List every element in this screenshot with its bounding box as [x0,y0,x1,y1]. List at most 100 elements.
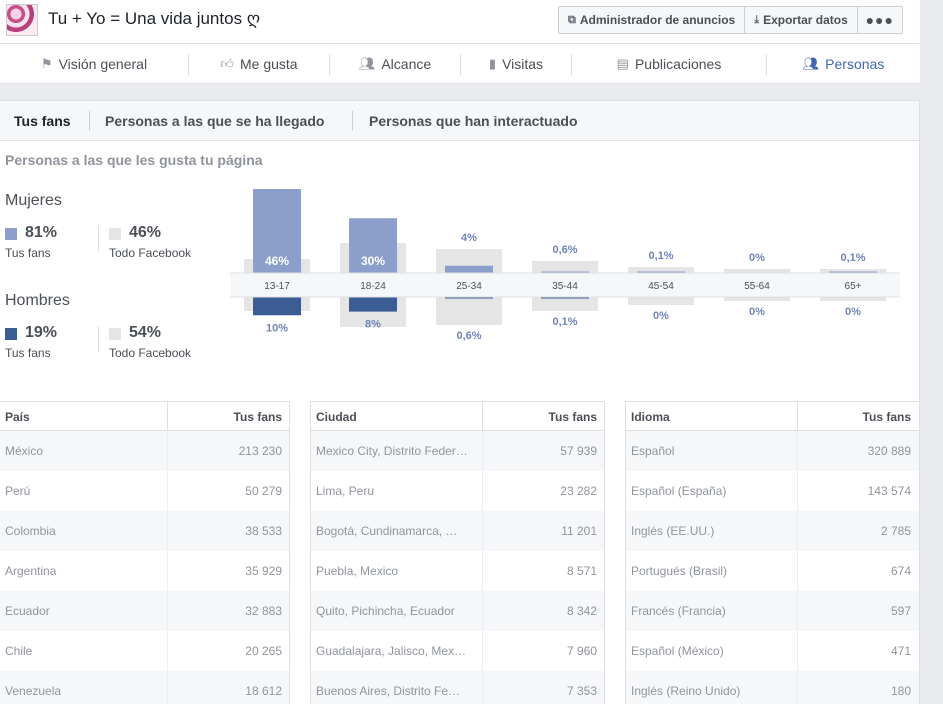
table-header: Ciudad Tus fans [311,401,605,432]
row-label: Colombia [5,524,56,538]
column-divider [797,591,798,631]
men-fans-bar [253,297,301,316]
age-tick-label: 25-34 [456,281,482,292]
table-row: Mexico City, Distrito Feder… 57 939 [311,431,605,471]
men-facebook-swatch [109,328,121,340]
table-row: Quito, Pichincha, Ecuador 8 342 [311,591,605,631]
women-facebook-pct: 46% [129,224,162,241]
table-row: Argentina 35 929 [0,551,290,591]
ads-manager-label: Administrador de anuncios [579,13,736,27]
tab-reach[interactable]: 👥︎ Alcance [330,44,460,84]
column-divider [167,631,168,671]
export-data-button[interactable]: ⤓ Exportar datos [745,7,858,33]
export-data-label: Exportar datos [763,13,848,27]
tab-likes[interactable]: 👍︎ Me gusta [189,44,329,84]
row-label: Español (México) [631,644,724,658]
subtab-people-reached[interactable]: Personas a las que se ha llegado [105,113,325,129]
thumbs-up-icon: 👍︎ [220,56,234,71]
more-dots-icon: ●●● [865,12,894,28]
tab-people[interactable]: 👥︎ Personas [767,44,920,84]
age-tick-label: 13-17 [264,281,290,292]
men-fans-swatch [5,328,17,340]
column-divider [167,591,168,631]
men-fans-bar [541,297,589,299]
country-table: País Tus fans México 213 230 Perú 50 279 Colom… [0,401,290,704]
table-row: Francés (Francia) 597 [626,591,919,631]
column-divider [482,402,483,432]
table-row: México 213 230 [0,431,290,471]
column-divider [167,511,168,551]
facebook-men-bar [628,297,694,305]
bar-chart-icon: ▮ [488,56,497,71]
tab-likes-label: Me gusta [240,56,298,72]
column-header[interactable]: Ciudad [316,410,357,424]
column-divider [482,551,483,591]
facebook-men-bar [820,297,886,301]
row-label: Quito, Pichincha, Ecuador [316,604,455,618]
women-fans-bar [637,271,685,273]
facebook-women-bar [724,269,790,273]
age-axis-band [230,273,900,297]
men-data-label: 0,6% [456,330,481,342]
section-title: Personas a las que les gusta tu página [5,152,263,168]
table-row: Chile 20 265 [0,631,290,671]
column-divider [797,511,798,551]
table-row: Español 320 889 [626,431,919,471]
more-options-button[interactable]: ●●● [858,7,902,33]
flag-icon: ⚑ [40,56,53,71]
tab-divider [460,54,461,76]
row-label: Español [631,444,675,458]
women-fans-bar [253,189,301,273]
column-divider [482,631,483,671]
subtab-people-engaged[interactable]: Personas que han interactuado [369,113,578,129]
subtab-your-fans[interactable]: Tus fans [14,113,71,129]
women-fans-bar [541,271,589,273]
tab-overview[interactable]: ⚑ Visión general [0,44,188,84]
tab-divider [766,54,767,76]
row-label: Chile [5,644,33,658]
row-label: Inglés (EE.UU.) [631,524,715,538]
table-gap [604,401,626,704]
column-divider [167,471,168,511]
facebook-women-bar [628,267,694,273]
tab-posts[interactable]: ▤ Publicaciones [572,44,766,84]
page-avatar[interactable] [6,4,38,36]
table-row: Venezuela 18 612 [0,671,290,704]
tab-visits[interactable]: ▮ Visitas [461,44,571,84]
row-label: Inglés (Reino Unido) [631,684,741,698]
facebook-men-bar [532,297,598,311]
age-tick-label: 55-64 [744,281,770,292]
tab-visits-label: Visitas [502,56,544,72]
row-value: 674 [890,564,911,578]
row-label: Argentina [5,564,57,578]
row-value: 180 [890,684,911,698]
column-divider [797,431,798,471]
row-value: 50 279 [245,484,282,498]
ads-manager-button[interactable]: ⧉ Administrador de anuncios [559,7,746,33]
stat-divider [98,226,99,252]
subtab-divider [352,111,353,131]
column-divider [797,671,798,704]
page-title[interactable]: Tu + Yo = Una vida juntos ღ [48,9,261,28]
table-row: Guadalajara, Jalisco, Mex… 7 960 [311,631,605,671]
women-facebook-caption: Todo Facebook [109,246,192,260]
language-table: Idioma Tus fans Español 320 889 Español (Esp… [626,401,919,704]
row-value: 11 201 [561,524,597,538]
column-header-fans[interactable]: Tus fans [862,410,911,424]
row-value: 143 574 [867,484,911,498]
row-label: Buenos Aires, Distrito Fe… [316,684,461,698]
stat-divider [98,326,99,352]
column-header-fans[interactable]: Tus fans [233,410,282,424]
men-fans-pct: 19% [25,324,58,341]
column-header[interactable]: Idioma [631,410,670,424]
table-row: Colombia 38 533 [0,511,290,551]
column-header-fans[interactable]: Tus fans [548,410,597,424]
row-value: 7 353 [566,684,597,698]
men-data-label: 0% [749,306,765,318]
women-data-label: 46% [265,254,289,268]
table-row: Ecuador 32 883 [0,591,290,631]
audience-subtabs: Tus fans Personas a las que se ha llegad… [0,101,919,141]
facebook-men-bar [724,297,790,301]
column-header[interactable]: País [5,410,30,424]
tab-overview-label: Visión general [58,56,148,72]
